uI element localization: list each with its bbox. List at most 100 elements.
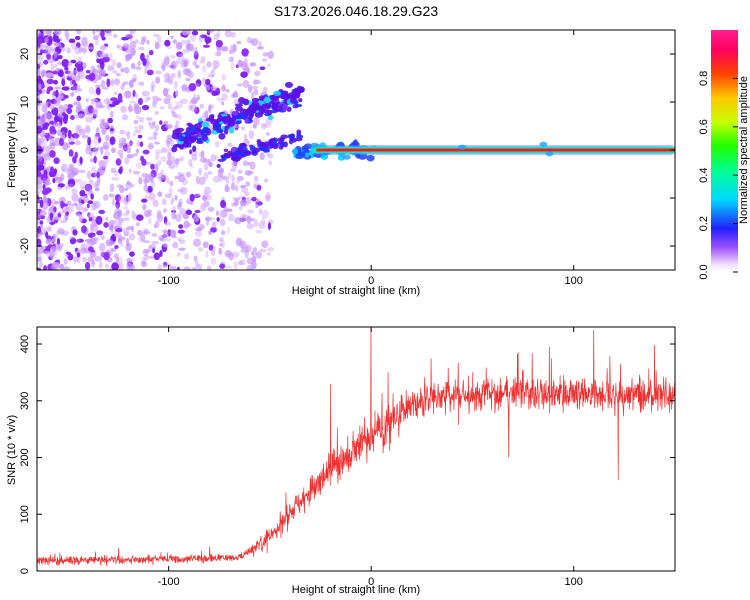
spectrogram-cell [221,155,227,161]
spectrogram-cell [263,178,269,183]
spectrogram-cell [251,196,257,202]
spectrogram-cell [126,154,134,159]
spectrogram-cell [49,125,56,135]
spectrogram-cell [77,113,85,119]
spectrogram-cell [186,43,194,51]
spectrogram-cell [143,209,151,218]
spectrogram-cell [144,67,148,75]
colorbar-gradient [711,30,738,272]
spectrogram-cell [241,48,249,57]
spectrogram-cell [132,132,136,137]
spectrogram-cell [142,57,147,66]
spectrogram-cell [227,121,235,127]
spectrogram-cell [74,178,82,183]
spectrogram-cell [134,39,139,44]
spectrogram-cell [116,44,121,49]
spectrogram-cell [225,176,230,185]
spectrogram-cell [236,40,242,45]
spectrogram-cell [71,188,78,195]
spectrogram-cell [142,36,147,43]
spectrogram-cell [282,93,290,99]
spectrogram-cell [224,30,232,38]
spectrogram-cell [41,88,46,95]
spectrogram-cell [75,212,81,217]
spectrogram-cell [150,177,154,184]
spectrogram-cell [232,92,239,98]
spectrogram-cell [221,93,228,101]
spectrogram-cell [37,213,41,221]
spectrogram-cell [164,78,172,83]
spectrogram-cell [265,132,270,136]
spectrogram-cell [46,30,53,37]
spectrogram-cell [196,94,200,101]
spectrogram-cell [108,193,115,198]
spectrogram-cell [124,157,130,165]
spectrogram-ytick-label: -20 [19,238,31,254]
spectrogram-cell [174,194,178,201]
spectrogram-cell [242,79,250,88]
spectrogram-cell [57,121,62,130]
spectrogram-cell [76,95,82,102]
spectrogram-cell [72,229,78,236]
spectrogram-cell [235,179,241,184]
spectrogram-cell [142,149,150,155]
spectrogram-cell [126,226,134,230]
spectrogram-cell [320,153,329,160]
spectrogram-cell [106,78,111,88]
spectrogram-cell [246,223,254,230]
spectrogram-cell [147,136,155,141]
spectrogram-cell [182,213,189,220]
spectrogram-cell [132,170,141,175]
spectrogram-cell [74,35,81,41]
spectrogram-cell [273,90,281,96]
spectrogram-cell [225,88,230,93]
spectrogram-cell [159,120,163,125]
spectrogram-cell [49,212,54,221]
spectrogram-cell [255,230,263,234]
spectrogram-cell [295,137,303,142]
spectrogram-cell [142,90,150,97]
colorbar-tick-label: 0.0 [698,264,710,279]
spectrogram-cell [218,247,222,255]
spectrogram-cell [170,109,175,114]
spectrogram-cell [89,149,93,157]
spectrogram-cell [189,136,196,140]
spectrogram-cell [98,209,106,215]
spectrogram-cell [227,213,235,222]
spectrogram-cell [209,217,216,221]
spectrogram-cell [56,38,60,43]
spectrogram-cell [66,168,73,176]
spectrogram-cell [247,170,255,175]
spectrogram-cell [103,222,109,228]
spectrogram-cell [100,235,105,240]
spectrogram-cell [202,77,206,82]
spectrogram-cell [155,42,161,49]
spectrogram-cell [163,97,171,105]
carrier-bump [342,154,351,160]
spectrogram-cell [189,131,198,135]
spectrogram-cell [116,73,121,77]
spectrogram-cell [111,176,120,181]
spectrogram-cell [78,128,86,136]
spectrogram-cell [162,264,168,268]
spectrogram-cell [211,90,219,96]
spectrogram-cell [49,142,56,150]
spectrogram-cell [188,100,197,105]
spectrogram-cell [210,85,217,91]
spectrogram-cell [39,214,46,220]
spectrogram-cell [355,152,361,159]
spectrogram-cell [261,240,269,249]
spectrogram-cell [93,147,99,152]
spectrogram-cell [154,220,160,228]
spectrogram-cell [85,126,91,134]
spectrogram-cell [175,58,181,65]
spectrogram-cell [56,244,63,252]
spectrogram-cell [193,51,199,60]
spectrogram-cell [185,171,192,178]
spectrogram-cell [52,70,58,75]
spectrogram-cell [172,205,176,212]
spectrogram-cell [98,69,106,77]
spectrogram-cell [168,165,175,170]
spectrogram-cell [126,180,131,186]
